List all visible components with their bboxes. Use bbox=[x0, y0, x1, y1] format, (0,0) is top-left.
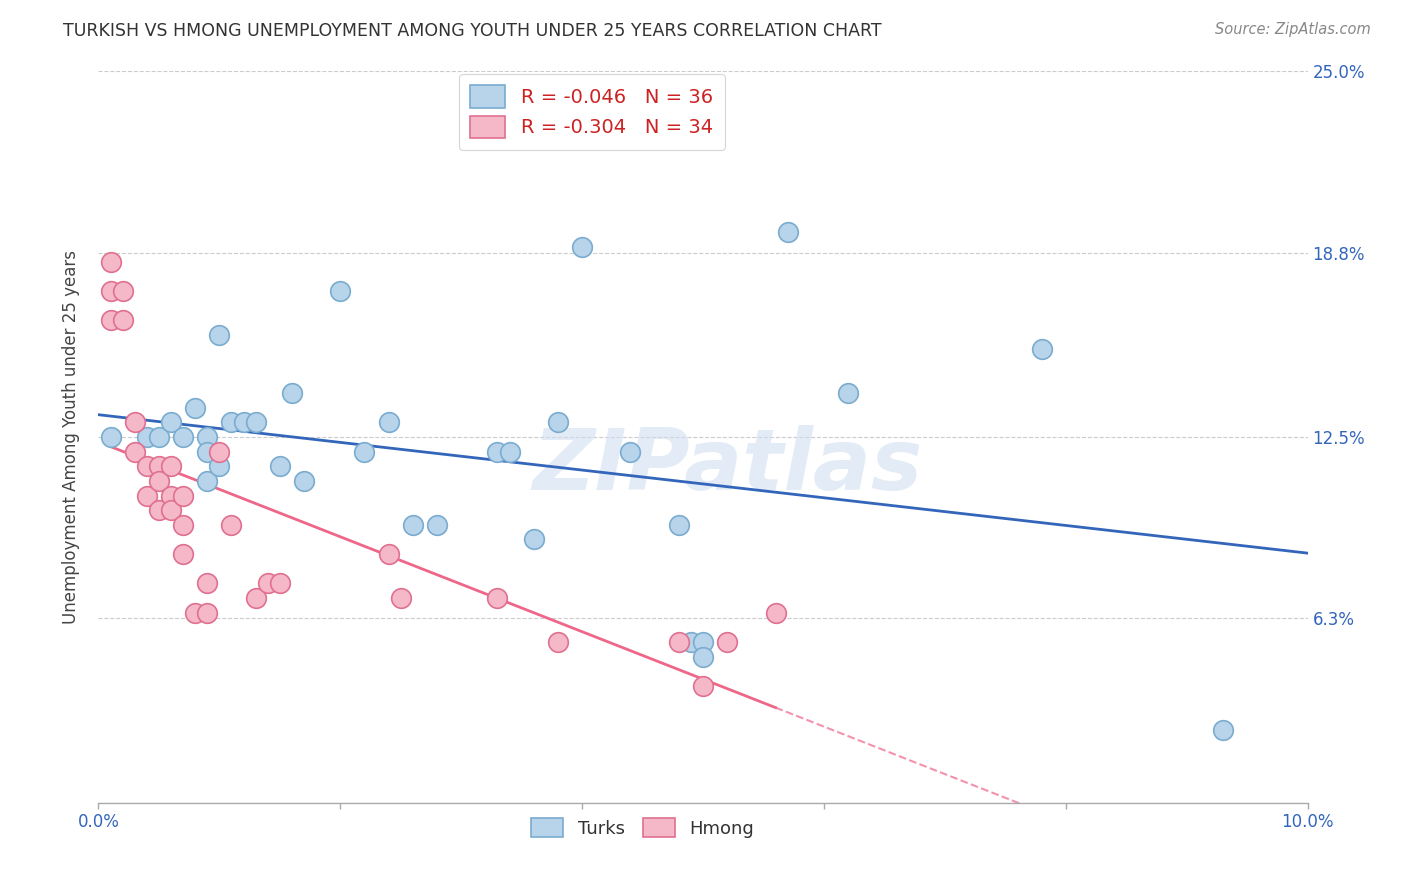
Point bbox=[776, 225, 799, 239]
Point bbox=[100, 284, 122, 298]
Point bbox=[377, 416, 399, 430]
Point bbox=[124, 444, 146, 458]
Point bbox=[692, 649, 714, 664]
Point bbox=[547, 416, 569, 430]
Point bbox=[208, 459, 231, 474]
Point bbox=[221, 416, 243, 430]
Point bbox=[160, 459, 183, 474]
Point bbox=[148, 430, 170, 444]
Point bbox=[765, 606, 787, 620]
Point bbox=[692, 679, 714, 693]
Point bbox=[172, 430, 194, 444]
Point bbox=[523, 533, 546, 547]
Point bbox=[184, 401, 207, 415]
Point bbox=[172, 489, 194, 503]
Point bbox=[148, 459, 170, 474]
Point bbox=[619, 444, 641, 458]
Point bbox=[100, 313, 122, 327]
Point bbox=[135, 430, 157, 444]
Point bbox=[160, 489, 183, 503]
Point bbox=[668, 635, 690, 649]
Point bbox=[195, 576, 218, 591]
Text: TURKISH VS HMONG UNEMPLOYMENT AMONG YOUTH UNDER 25 YEARS CORRELATION CHART: TURKISH VS HMONG UNEMPLOYMENT AMONG YOUT… bbox=[63, 22, 882, 40]
Point bbox=[389, 591, 412, 605]
Point bbox=[208, 444, 231, 458]
Point bbox=[426, 517, 449, 532]
Point bbox=[292, 474, 315, 488]
Point bbox=[195, 606, 218, 620]
Point bbox=[232, 416, 254, 430]
Point bbox=[135, 489, 157, 503]
Point bbox=[353, 444, 375, 458]
Point bbox=[172, 547, 194, 561]
Point bbox=[195, 474, 218, 488]
Point bbox=[221, 517, 243, 532]
Point bbox=[486, 591, 509, 605]
Point bbox=[571, 240, 593, 254]
Point bbox=[111, 284, 134, 298]
Point bbox=[1212, 723, 1234, 737]
Point bbox=[486, 444, 509, 458]
Point bbox=[281, 386, 304, 401]
Point bbox=[148, 474, 170, 488]
Point bbox=[716, 635, 738, 649]
Point bbox=[668, 517, 690, 532]
Point bbox=[269, 459, 291, 474]
Point bbox=[124, 416, 146, 430]
Point bbox=[184, 606, 207, 620]
Point bbox=[148, 503, 170, 517]
Point bbox=[269, 576, 291, 591]
Point bbox=[172, 517, 194, 532]
Point bbox=[377, 547, 399, 561]
Point bbox=[692, 635, 714, 649]
Point bbox=[1031, 343, 1053, 357]
Point bbox=[160, 416, 183, 430]
Point bbox=[160, 503, 183, 517]
Point bbox=[245, 416, 267, 430]
Point bbox=[402, 517, 425, 532]
Legend: Turks, Hmong: Turks, Hmong bbox=[523, 811, 762, 845]
Point bbox=[837, 386, 859, 401]
Point bbox=[547, 635, 569, 649]
Point bbox=[195, 430, 218, 444]
Point bbox=[111, 313, 134, 327]
Point bbox=[100, 430, 122, 444]
Point bbox=[208, 327, 231, 342]
Point bbox=[245, 591, 267, 605]
Point bbox=[679, 635, 702, 649]
Point bbox=[195, 444, 218, 458]
Y-axis label: Unemployment Among Youth under 25 years: Unemployment Among Youth under 25 years bbox=[62, 250, 80, 624]
Point bbox=[256, 576, 278, 591]
Point bbox=[498, 444, 520, 458]
Point bbox=[135, 459, 157, 474]
Text: Source: ZipAtlas.com: Source: ZipAtlas.com bbox=[1215, 22, 1371, 37]
Point bbox=[329, 284, 352, 298]
Text: ZIPatlas: ZIPatlas bbox=[531, 425, 922, 508]
Point bbox=[100, 254, 122, 268]
